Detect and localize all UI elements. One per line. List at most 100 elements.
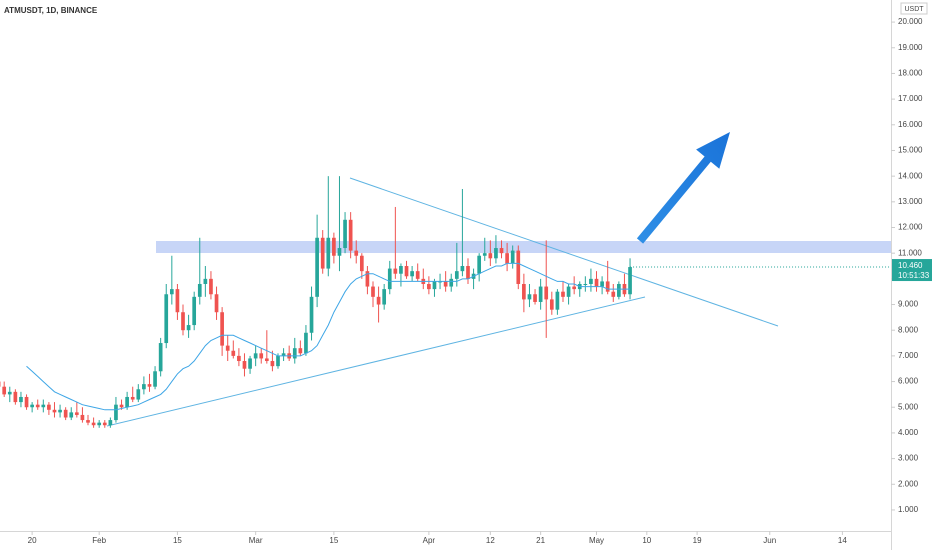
candle-body <box>348 219 353 251</box>
x-tick-label: 12 <box>486 536 495 545</box>
x-tick-label: 14 <box>838 536 847 545</box>
candle-body <box>231 350 236 356</box>
candle-body <box>225 345 230 351</box>
candle-body <box>147 384 152 387</box>
candle-body <box>292 348 297 359</box>
y-tick-label: 3.000 <box>898 454 919 463</box>
y-tick-label: 5.000 <box>898 402 919 411</box>
candle-body <box>2 386 7 395</box>
candle-body <box>142 384 146 390</box>
candle-body <box>153 371 157 387</box>
candle-body <box>47 404 51 410</box>
candle-body <box>13 391 18 403</box>
candle-body <box>7 391 12 395</box>
candle-body <box>197 283 202 297</box>
candle-body <box>214 294 219 313</box>
candle-body <box>91 422 96 426</box>
candle-body <box>220 312 224 346</box>
quote-box <box>900 2 928 15</box>
candle-body <box>359 255 364 272</box>
candle-body <box>130 396 135 400</box>
candle-body <box>169 289 174 295</box>
candle-body <box>522 283 526 300</box>
candle-body <box>415 271 420 279</box>
candle-body <box>125 396 129 408</box>
y-tick-label: 9.000 <box>898 300 919 309</box>
candle-body <box>617 283 621 297</box>
x-tick-label: 15 <box>173 536 182 545</box>
candle-body <box>337 248 342 256</box>
candle-body <box>58 409 62 413</box>
x-tick-label: 21 <box>536 536 545 545</box>
candle-body <box>404 266 409 277</box>
candle-body <box>510 250 515 264</box>
candle-body <box>309 296 314 333</box>
candle-body <box>488 253 493 259</box>
x-tick-label: Mar <box>249 536 263 545</box>
y-tick-label: 18.000 <box>898 69 923 78</box>
candle-body <box>516 250 521 284</box>
candle-body <box>332 237 336 256</box>
candle-body <box>102 422 107 426</box>
y-tick-label: 11.000 <box>898 248 922 257</box>
arrow <box>636 132 730 244</box>
candle-body <box>477 255 482 274</box>
x-tick-label: May <box>589 536 604 545</box>
x-tick-label: Apr <box>423 536 436 545</box>
candle-body <box>35 404 40 408</box>
y-tick-label: 16.000 <box>898 120 923 129</box>
candle-body <box>63 409 68 418</box>
candle-body <box>276 355 280 367</box>
y-tick-label: 7.000 <box>898 351 919 360</box>
candle-body <box>600 281 604 287</box>
candle-body <box>326 237 331 269</box>
candle-body <box>175 289 180 313</box>
y-tick-label: 1.000 <box>898 505 919 514</box>
candle-body <box>589 278 593 284</box>
candle-body <box>86 420 90 423</box>
upper-trendline <box>349 177 779 327</box>
candle-body <box>628 267 632 295</box>
y-tick-label: 12.000 <box>898 223 923 232</box>
y-tick-label: 4.000 <box>898 428 919 437</box>
y-tick-label: 15.000 <box>898 146 923 155</box>
chart-title: ATMUSDT, 1D, BINANCE <box>4 6 98 15</box>
quote-label: USDT <box>904 6 924 13</box>
candle-body <box>264 358 269 362</box>
candle-body <box>270 361 275 367</box>
plot-area <box>0 176 891 428</box>
candle-body <box>304 332 308 354</box>
candle-body <box>281 353 286 356</box>
candle-body <box>343 219 347 249</box>
candle-body <box>74 412 79 415</box>
candle-body <box>505 253 509 264</box>
candle-body <box>108 420 113 426</box>
y-tick-label: 13.000 <box>898 197 923 206</box>
candle-body <box>594 278 599 287</box>
candle-body <box>527 294 532 300</box>
candle-body <box>583 283 588 285</box>
candle-body <box>248 358 252 369</box>
resistance-zone <box>156 241 891 253</box>
candle-body <box>466 266 470 279</box>
x-tick-label: 20 <box>28 536 37 545</box>
candle-body <box>443 281 448 287</box>
candle-body <box>181 312 185 331</box>
x-tick-label: 10 <box>642 536 651 545</box>
candle-body <box>253 353 258 359</box>
candle-body <box>203 278 208 284</box>
y-tick-label: 19.000 <box>898 43 923 52</box>
candle-body <box>259 353 264 359</box>
candle-body <box>561 291 565 297</box>
candle-body <box>399 266 403 274</box>
candle-body <box>237 355 241 362</box>
candle-body <box>410 271 414 277</box>
candle-body <box>80 414 85 421</box>
candle-body <box>320 237 325 269</box>
x-tick-label: 15 <box>329 536 338 545</box>
candle-body <box>549 299 554 310</box>
candle-body <box>315 237 319 297</box>
moving-average <box>26 262 630 411</box>
y-tick-label: 2.000 <box>898 479 919 488</box>
candle-body <box>209 278 213 295</box>
